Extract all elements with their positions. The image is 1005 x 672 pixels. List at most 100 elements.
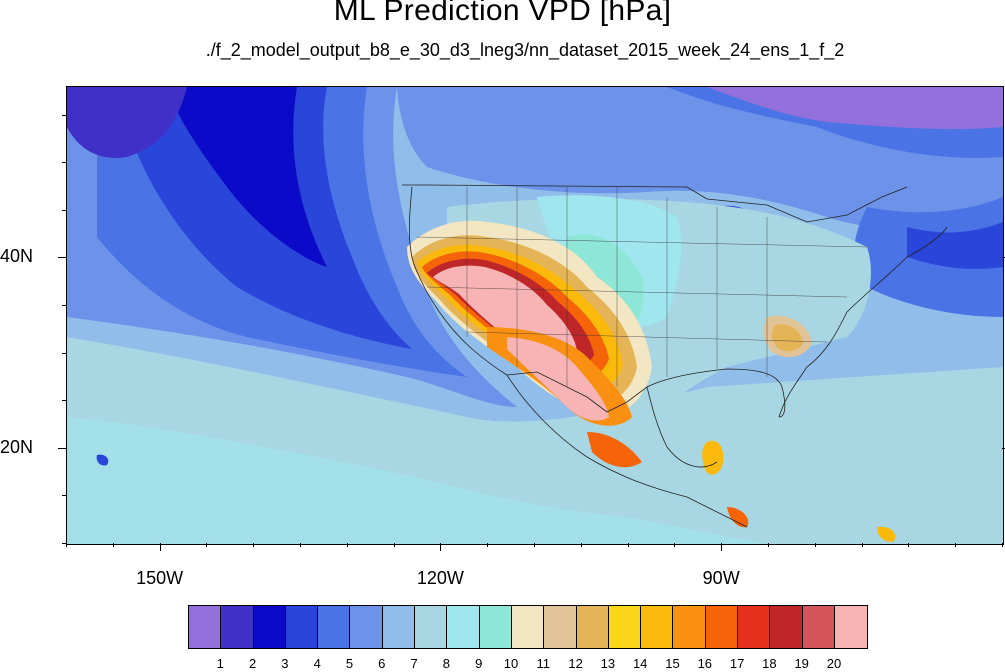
colorbar-box [576,606,609,648]
lat-tick-right [1002,257,1005,259]
field-hudson-bay [707,87,1003,130]
colorbar-box [318,606,351,648]
minor-lon-tick [253,543,255,547]
lon-tick [721,543,723,551]
colorbar-box [738,606,771,648]
colorbar-label: 11 [536,656,551,671]
colorbar-label: 9 [475,656,483,671]
minor-lon-tick [814,543,816,547]
minor-lon-tick [580,543,582,547]
colorbar-box [221,606,254,648]
colorbar-label: 18 [762,656,777,671]
colorbar-box [673,606,706,648]
field-tropical-band [67,417,767,544]
lat-tick-label: 20N [0,436,34,457]
us-west-coast [408,186,508,376]
minor-lon-tick [674,543,676,547]
east-coast [778,226,948,418]
lat-tick [58,447,66,449]
lon-tick-label: 90W [702,568,740,588]
state-line-9 [426,286,848,298]
colorbar-label: 3 [281,656,289,671]
minor-lon-tick [393,543,395,547]
field-yucatan [702,440,724,475]
lat-tick [58,257,66,259]
colorbar-label: 2 [248,656,257,671]
lat-tick-right [1002,447,1005,449]
state-line-8 [416,236,868,248]
colorbar-label: 6 [378,656,386,671]
minor-lon-tick [206,543,208,547]
colorbar-label: 13 [600,656,616,671]
political-borders [402,184,948,528]
minor-lat-tick [62,543,66,544]
vpd-map [66,86,1004,545]
minor-lat-tick [62,162,66,164]
colorbar-label: 1 [216,656,224,671]
minor-lat-tick [62,495,66,497]
minor-lon-tick [955,543,957,547]
field-south-america [877,526,896,542]
colorbar-label: 12 [568,656,583,671]
minor-lon-tick [534,543,535,547]
minor-lon-tick [908,543,910,547]
minor-lon-tick [1002,543,1003,547]
colorbar-label: 4 [313,656,321,671]
colorbar-label: 7 [410,656,418,671]
colorbar-box [447,606,480,648]
minor-lon-tick [627,543,629,547]
vpd-field-svg [67,87,1003,544]
colorbar-label: 5 [345,656,354,671]
minor-lat-tick [62,114,66,116]
field-gulf-of-alaska [67,87,187,158]
colorbar-box [415,606,448,648]
colorbar-box [770,606,803,648]
colorbar-box [544,606,577,648]
minor-lon-tick [300,543,301,547]
gulf-coast [646,368,786,418]
mexico-gulf-coast [646,386,718,468]
colorbar-box [189,606,222,648]
lon-tick [159,543,161,551]
colorbar-box [285,606,319,648]
colorbar-box [834,606,868,648]
us-mexico-border [506,371,648,413]
colorbar-box [382,606,416,648]
minor-lon-tick [861,543,863,547]
colorbar-box [641,606,674,648]
colorbar-box [511,606,545,648]
lon-tick-label: 120W [416,568,464,588]
colorbar-label: 10 [503,656,519,671]
lat-tick-label: 40N [0,246,34,267]
mexico-pacific-coast [506,374,748,528]
colorbar-label: 15 [665,656,680,671]
colorbar-label: 8 [442,656,450,671]
lon-tick-label: 150W [136,568,184,588]
colorbar-box [608,606,642,648]
colorbar-label: 16 [697,656,713,671]
field-hawaii [96,454,109,466]
minor-lon-tick [66,543,67,547]
state-borders [416,187,868,387]
colorbar-label: 20 [826,656,842,671]
minor-lon-tick [346,543,348,547]
map-subtitle: ./f_2_model_output_b8_e_30_d3_lneg3/nn_d… [205,40,845,60]
colorbar-box [253,606,286,648]
field-mexico-south [587,432,642,468]
minor-lon-tick [487,543,489,547]
field-central-america [727,507,749,528]
field-pacific-core [167,87,327,267]
minor-lon-tick [112,543,114,547]
us-canada-border [402,184,908,223]
map-title: ML Prediction VPD [hPa] [333,0,672,27]
minor-lon-tick [768,543,769,547]
minor-lat-tick [62,352,66,354]
state-line-10 [466,331,828,343]
colorbar-box [802,606,835,648]
colorbar-box [705,606,739,648]
minor-lat-tick [62,400,66,402]
field-atlantic-core [907,222,1003,269]
colorbar-box [350,606,383,648]
colorbar-label: 14 [632,656,648,671]
minor-lat-tick [62,304,66,306]
